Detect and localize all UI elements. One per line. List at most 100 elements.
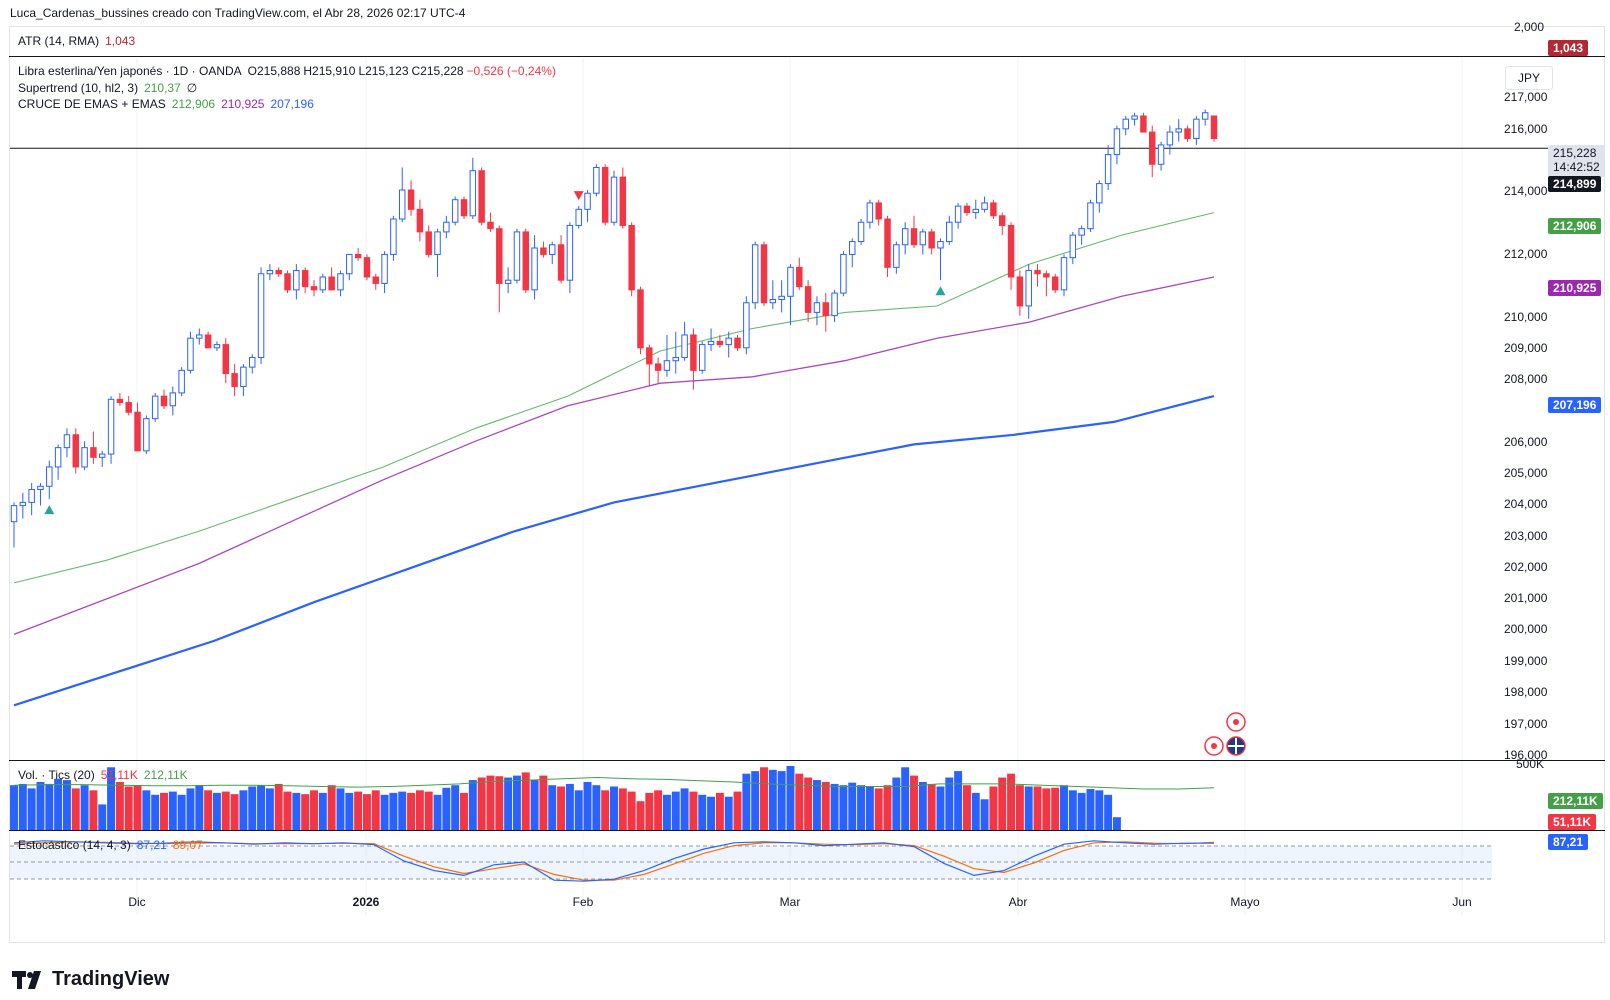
volume-bar	[36, 782, 45, 830]
volume-bar	[1033, 786, 1042, 830]
volume-bar	[751, 771, 760, 830]
volume-ma-line	[13, 776, 1215, 790]
candle-body	[319, 276, 327, 291]
volume-bar	[654, 790, 663, 830]
candle-body	[822, 302, 830, 317]
candle-body	[637, 289, 644, 349]
stoch-legend[interactable]: Estocástico (14, 4, 3) 87,21 89,07	[18, 838, 209, 852]
volume-bar	[212, 792, 221, 830]
volume-bar	[1077, 792, 1086, 830]
ema2-badge: 210,925	[1548, 280, 1602, 296]
volume-bar	[239, 790, 248, 830]
candle-body	[1051, 276, 1059, 291]
volume-bar	[971, 792, 980, 830]
candle-body	[1166, 131, 1174, 146]
currency-button[interactable]: JPY	[1505, 66, 1553, 90]
volume-bar	[680, 788, 689, 830]
volume-bar	[857, 785, 866, 830]
candle-body	[1087, 202, 1094, 230]
price-axis-label: 212,000	[1504, 247, 1548, 261]
candle-body	[37, 485, 44, 491]
volume-bar	[910, 775, 918, 830]
volume-bar	[998, 777, 1007, 830]
candle-body	[434, 231, 441, 255]
event-marker-dot	[1211, 743, 1217, 749]
candle-body	[690, 334, 697, 371]
supertrend-legend[interactable]: Supertrend (10, hl2, 3) 210,37 ∅	[18, 81, 203, 95]
candle-body	[443, 221, 450, 233]
volume-bar	[151, 794, 160, 830]
candle-body	[275, 270, 282, 275]
candle-body	[672, 356, 680, 362]
symbol-legend[interactable]: Libra esterlina/Yen japonés · 1D · OANDA…	[18, 64, 562, 78]
candle-body	[743, 302, 750, 349]
candle-body	[919, 231, 927, 246]
atr-label: ATR (14, RMA)	[18, 34, 100, 48]
price-axis-label: 203,000	[1504, 529, 1548, 543]
stoch-pane-divider[interactable]	[9, 830, 1605, 831]
price-axis-label: 200,000	[1504, 622, 1548, 636]
volume-bar	[945, 777, 954, 830]
volume-bar	[354, 791, 363, 830]
volume-bar	[54, 778, 63, 830]
ohlc-low: L215,123	[358, 64, 409, 78]
volume-bar	[327, 785, 336, 830]
volume-bar	[1112, 817, 1121, 830]
volume-bar	[71, 788, 80, 830]
volume-bar	[230, 794, 239, 830]
volume-bar	[27, 788, 36, 830]
price-axis-label: 196,000	[1504, 748, 1548, 762]
candle-body	[1016, 276, 1024, 307]
volume-legend[interactable]: Vol. · Tics (20) 51,11K 212,11K	[18, 768, 194, 782]
candle-body	[257, 273, 265, 358]
candle-body	[54, 447, 62, 468]
volume-bar	[62, 780, 71, 830]
candle-body	[1210, 115, 1218, 140]
candle-body	[178, 369, 185, 394]
atr-legend[interactable]: ATR (14, RMA) 1,043	[18, 34, 141, 48]
price-axis-label: 204,000	[1504, 497, 1548, 511]
candle-body	[654, 363, 662, 371]
volume-bar	[918, 782, 927, 830]
volume-bar	[460, 792, 468, 830]
volume-bar	[186, 788, 195, 830]
emas-legend[interactable]: CRUCE DE EMAS + EMAS 212,906 210,925 207,19…	[18, 97, 320, 111]
candle-body	[231, 373, 238, 387]
candle-body	[901, 228, 909, 246]
volume-bar	[424, 791, 433, 830]
volume-bar	[901, 767, 910, 830]
candle-body	[337, 273, 344, 291]
candle-body	[954, 205, 962, 223]
candle-body	[143, 418, 150, 452]
volume-bar	[557, 786, 566, 830]
candle-body	[760, 244, 768, 304]
ema2-value: 210,925	[221, 97, 265, 111]
volume-bar	[980, 799, 989, 830]
candle-body	[513, 231, 521, 281]
horizontal-line-badge: 214,899	[1548, 176, 1602, 192]
atr-pane-divider[interactable]	[9, 56, 1605, 57]
volume-bar	[1104, 794, 1113, 830]
candle-body	[646, 347, 653, 365]
volume-bar	[574, 790, 583, 830]
candle-body	[293, 270, 300, 291]
volume-pane-divider[interactable]	[9, 760, 1605, 761]
stoch-badge: 87,21	[1548, 834, 1589, 850]
candle-body	[196, 334, 203, 339]
candle-body	[963, 205, 971, 214]
volume-bar	[733, 791, 742, 830]
candle-body	[849, 241, 856, 255]
candle-body	[1184, 128, 1191, 140]
price-axis-label: 214,000	[1504, 184, 1548, 198]
candle-body	[804, 286, 812, 313]
tradingview-logo[interactable]: TradingView	[12, 968, 169, 991]
volume-bar	[565, 783, 574, 830]
price-axis-label: 208,000	[1504, 372, 1548, 386]
volume-bar	[380, 794, 389, 830]
volume-bar	[724, 796, 733, 830]
volume-bar	[1042, 788, 1051, 830]
volume-bar	[689, 791, 698, 830]
volume-bar	[1086, 789, 1095, 830]
candle-body	[363, 257, 371, 278]
